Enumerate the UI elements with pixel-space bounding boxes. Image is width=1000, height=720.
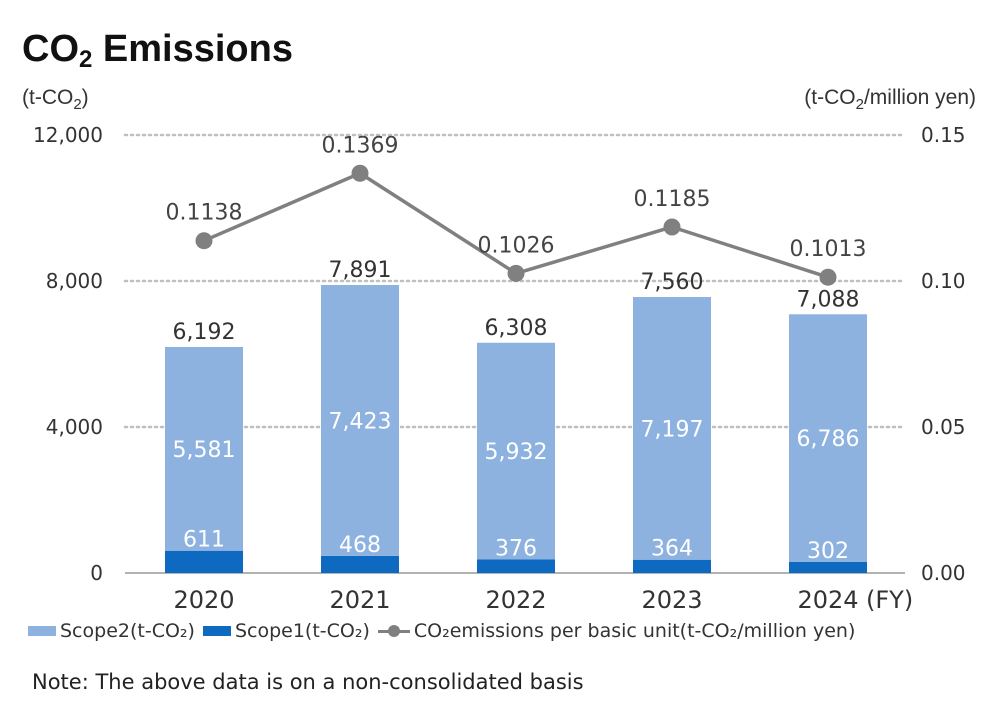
right-tick-label: 0.05 [921,415,966,439]
footnote: Note: The above data is on a non-consoli… [32,670,584,694]
bar-scope1 [165,550,243,573]
total-label: 7,891 [329,258,392,283]
intensity-label: 0.1138 [166,201,243,226]
chart-title: CO2 Emissions [22,30,293,72]
left-tick-label: 12,000 [33,123,103,147]
left-axis-unit: (t-CO2) [22,86,89,113]
right-unit-suffix: /million yen) [863,86,976,109]
x-tick-label: 2022 [485,586,546,614]
legend-item-scope1: Scope1(t-CO₂) [202,620,370,642]
bar-scope1 [633,559,711,573]
intensity-line-swatch [377,625,410,637]
intensity-label: 0.1185 [634,187,711,212]
intensity-point [819,268,837,286]
x-tick-label: 2020 [173,586,234,614]
title-subscript: 2 [79,46,93,73]
scope2-label: 6,786 [797,427,860,452]
legend-item-intensity: CO₂emissions per basic unit(t-CO₂/millio… [377,620,856,642]
scope2-label: 5,932 [485,440,548,465]
right-tick-label: 0.15 [921,123,966,147]
chart-canvas: 0 4,000 8,000 12,000 0.00 0.05 0.10 0.15 2020 202… [33,123,966,614]
scope1-swatch [202,626,231,636]
left-unit-suffix: ) [81,86,89,109]
left-tick-label: 8,000 [46,269,103,293]
x-axis-unit: (FY) [866,586,913,614]
right-axis-unit: (t-CO2/million yen) [804,86,976,113]
scope1-label: 611 [183,528,225,553]
bar-scope1 [789,561,867,573]
intensity-point [351,164,369,182]
x-tick-label: 2024 [797,586,858,614]
scope2-label: 5,581 [173,438,236,463]
intensity-point [507,264,525,282]
left-tick-label: 0 [90,561,103,585]
intensity-point [663,218,681,236]
bar-scope1 [321,555,399,573]
axis-ticks: 0 4,000 8,000 12,000 0.00 0.05 0.10 0.15 2020 202… [33,123,966,614]
total-label: 6,308 [485,316,548,341]
right-tick-label: 0.10 [921,269,966,293]
total-label: 7,560 [641,270,704,295]
x-tick-label: 2023 [641,586,702,614]
right-unit-text: (t-CO [804,86,856,109]
legend-intensity-label: CO₂emissions per basic unit(t-CO₂/millio… [413,620,856,642]
scope2-label: 7,423 [329,409,392,434]
total-label: 6,192 [173,320,236,345]
right-unit-subscript: 2 [855,96,864,114]
scope1-label: 376 [495,536,537,561]
legend-scope1-label: Scope1(t-CO₂) [234,620,370,642]
total-label: 7,088 [797,287,860,312]
bar-scope2 [477,342,555,560]
data-labels: 6,192 5,581 611 7,891 7,423 468 6,308 5,932 376 7… [166,133,867,564]
intensity-label: 0.1026 [478,233,555,258]
intensity-line [195,164,837,286]
intensity-label: 0.1013 [790,237,867,262]
intensity-polyline [203,171,829,279]
legend: Scope2(t-CO₂) Scope1(t-CO₂) CO₂emissions… [28,620,988,642]
bar-scope2 [633,297,711,560]
scope1-label: 364 [651,537,693,562]
bar-scope2 [789,314,867,562]
intensity-label: 0.1369 [322,133,399,158]
legend-scope2-label: Scope2(t-CO₂) [60,620,195,642]
bar-scope2 [321,284,399,556]
bar-scope2 [165,346,243,551]
scope2-label: 7,197 [641,417,704,442]
left-unit-subscript: 2 [73,96,82,114]
bar-scope1 [477,559,555,573]
intensity-point [195,232,213,250]
legend-item-scope2: Scope2(t-CO₂) [28,620,195,642]
left-tick-label: 4,000 [46,415,103,439]
scope2-swatch [28,626,56,636]
right-tick-label: 0.00 [921,561,966,585]
title-suffix: Emissions [92,28,293,70]
title-text: CO [22,28,79,70]
bars [165,284,867,573]
scope1-label: 468 [339,533,381,558]
left-unit-text: (t-CO [22,86,74,109]
scope1-label: 302 [807,539,849,564]
x-tick-label: 2021 [329,586,390,614]
